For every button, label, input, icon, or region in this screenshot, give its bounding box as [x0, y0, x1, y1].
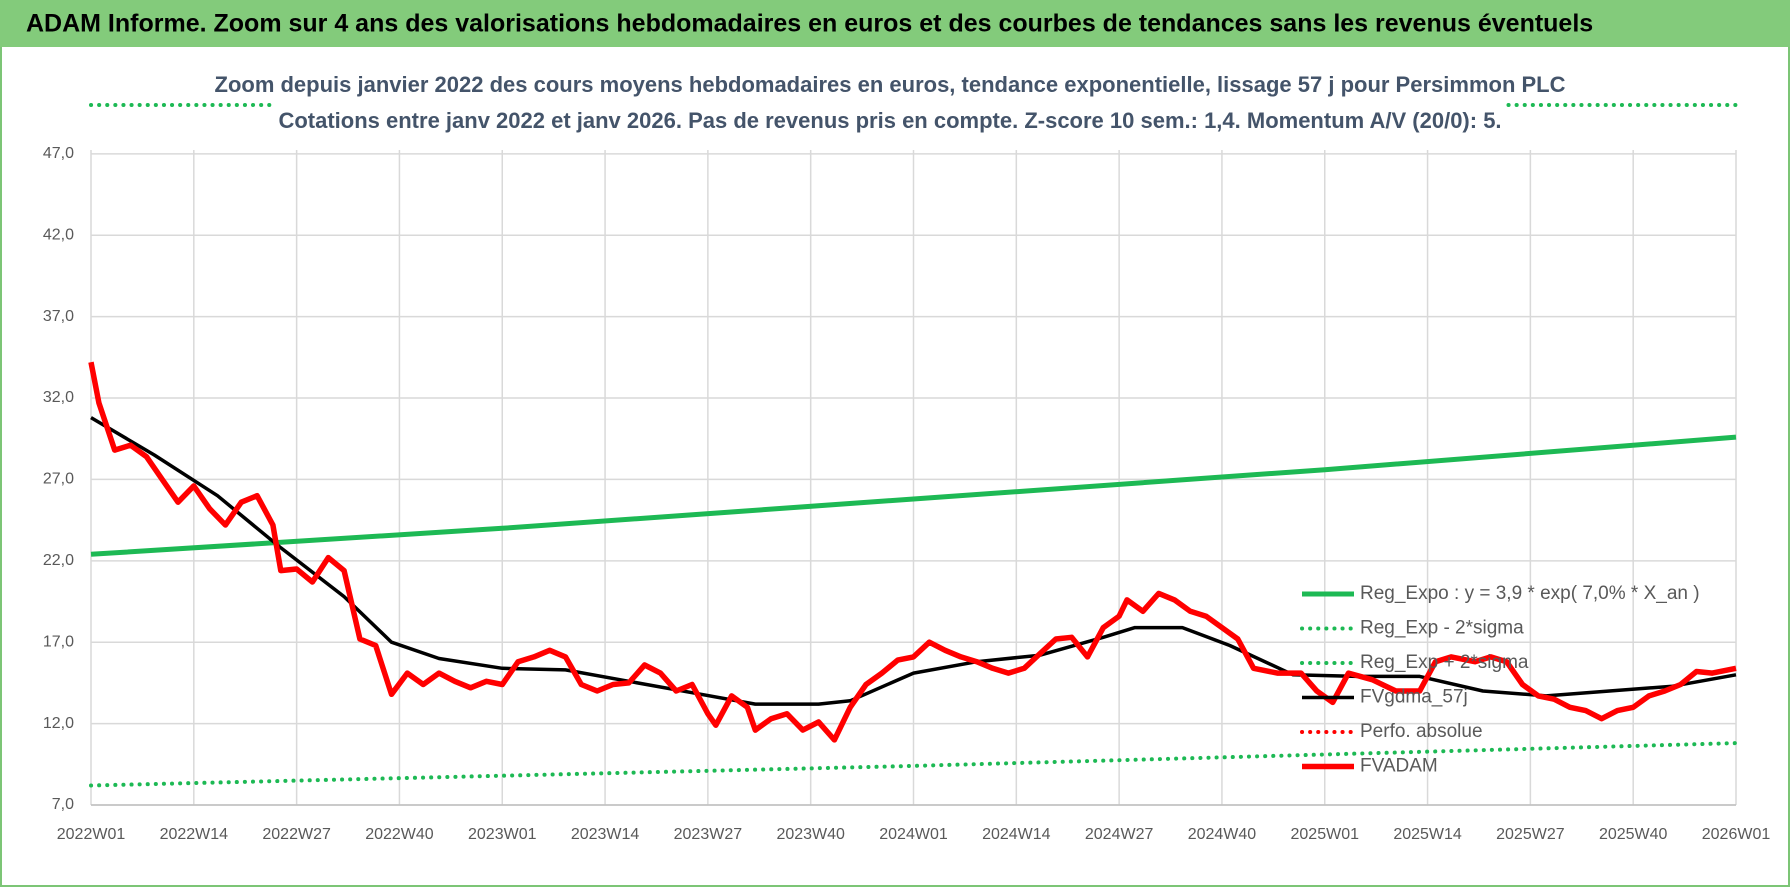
subtitle-line: Cotations entre janv 2022 et janv 2026. …: [278, 108, 1501, 133]
y-tick-label: 27,0: [43, 471, 74, 488]
legend-label: Perfo. absolue: [1360, 721, 1483, 742]
x-tick-label: 2026W01: [1702, 826, 1771, 843]
subtitle-background: [275, 66, 1505, 142]
x-tick-label: 2023W14: [571, 826, 640, 843]
x-tick-label: 2023W40: [776, 826, 845, 843]
series-line: [90, 416, 1737, 706]
header-title: ADAM Informe. Zoom sur 4 ans des valoris…: [26, 10, 1593, 38]
y-tick-label: 22,0: [43, 552, 74, 569]
series-line: [88, 361, 1737, 743]
subtitle-line: Zoom depuis janvier 2022 des cours moyen…: [215, 72, 1566, 97]
x-tick-label: 2025W14: [1393, 826, 1462, 843]
y-tick-label: 42,0: [43, 226, 74, 243]
legend-label: FVADAM: [1360, 756, 1438, 777]
y-tick-label: 17,0: [43, 633, 74, 650]
x-tick-label: 2023W01: [468, 826, 537, 843]
y-tick-label: 32,0: [43, 389, 74, 406]
x-tick-label: 2025W40: [1599, 826, 1668, 843]
legend-label: Reg_Expo : y = 3,9 * exp( 7,0% * X_an ): [1360, 583, 1700, 604]
x-tick-label: 2023W27: [674, 826, 743, 843]
series-line: [90, 434, 1737, 557]
legend-label: Reg_Exp - 2*sigma: [1360, 618, 1524, 639]
series-line: [89, 741, 1738, 788]
legend-label: FVgdma_57j: [1360, 687, 1468, 708]
y-tick-label: 37,0: [43, 308, 74, 325]
x-tick-label: 2022W40: [365, 826, 434, 843]
x-tick-label: 2022W27: [262, 826, 331, 843]
y-tick-label: 7,0: [52, 796, 74, 813]
x-tick-label: 2024W27: [1085, 826, 1154, 843]
x-tick-label: 2024W14: [982, 826, 1051, 843]
x-tick-label: 2025W01: [1291, 826, 1360, 843]
x-tick-label: 2022W01: [57, 826, 126, 843]
x-tick-label: 2022W14: [160, 826, 229, 843]
x-tick-label: 2024W40: [1188, 826, 1257, 843]
x-tick-label: 2025W27: [1496, 826, 1565, 843]
y-tick-label: 47,0: [43, 145, 74, 162]
legend: Reg_Expo : y = 3,9 * exp( 7,0% * X_an ) R…: [1300, 583, 1700, 777]
legend-label: Reg_Exp + 2*sigma: [1360, 652, 1529, 673]
x-tick-label: 2024W01: [879, 826, 948, 843]
header-bar: [0, 0, 1790, 47]
y-tick-label: 12,0: [43, 715, 74, 732]
